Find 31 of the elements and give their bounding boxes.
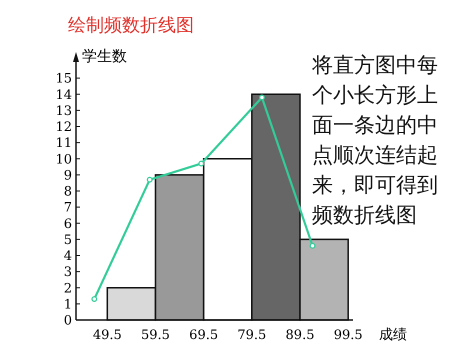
y-tick-label: 4 (64, 249, 72, 264)
annotation: 将直方图中每个小长方形上面一条边的中点顺次连结起来，即可得到频数折线图 (312, 52, 439, 229)
point (259, 94, 265, 100)
y-tick-label: 0 (64, 314, 72, 328)
x-axis-title: 成绩 (379, 327, 407, 343)
x-tick-label: 49.5 (92, 328, 122, 343)
point (146, 176, 153, 183)
y-tick-label: 6 (64, 216, 72, 232)
point (91, 296, 98, 302)
y-tick-label: 1 (64, 297, 72, 312)
x-tick-label: 89.5 (286, 328, 314, 343)
y-tick-label: 10 (55, 152, 72, 168)
y-tick-label: 2 (64, 281, 72, 296)
y-tick-label: 11 (55, 136, 72, 152)
y-tick-label: 12 (55, 120, 72, 135)
x-tick-label: 59.5 (141, 328, 170, 343)
y-tick-label: 15 (55, 72, 72, 87)
y-tick-label: 5 (64, 232, 72, 248)
chart-title: 绘制频数折线图 (68, 15, 194, 36)
y-tick-label: 9 (64, 168, 72, 184)
x-tick-label: 69.5 (189, 328, 218, 343)
y-tick-label: 7 (64, 200, 72, 216)
y-tick-label: 14 (55, 88, 72, 103)
y-tick-label: 8 (64, 184, 72, 200)
point (310, 242, 316, 249)
x-tick-label: 79.5 (237, 328, 266, 343)
point (198, 160, 204, 167)
x-tick-label: 99.5 (334, 328, 363, 343)
y-tick-label: 13 (55, 104, 72, 119)
y-axis-title: 学生数 (82, 47, 127, 65)
y-tick-label: 3 (64, 265, 72, 280)
